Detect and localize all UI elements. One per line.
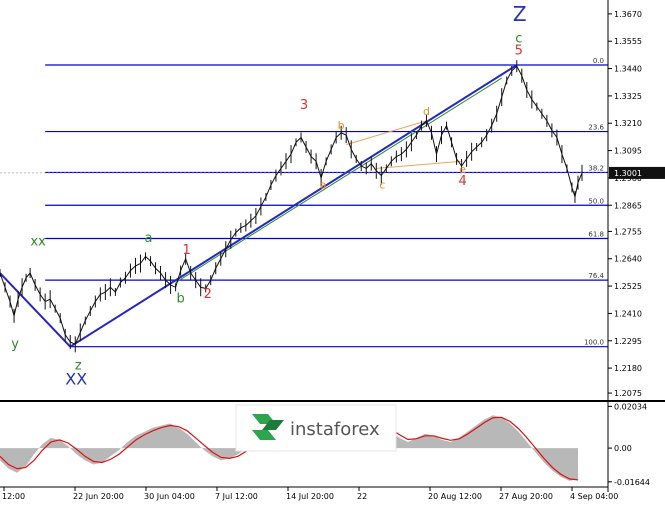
wave-label: d — [423, 105, 430, 118]
wave-label: 3 — [300, 98, 308, 113]
channel-line — [376, 160, 462, 169]
watermark: instaforex — [235, 404, 397, 452]
current-price-box — [609, 166, 665, 179]
time-tick-label: 20 Aug 12:00 — [428, 492, 482, 501]
price-tick-label: 1.2640 — [614, 255, 642, 264]
wave-label: b — [338, 119, 345, 132]
fib-level-label: 76.4 — [588, 272, 604, 280]
fib-level-label: 0.0 — [593, 57, 604, 65]
fib-level-label: 38.2 — [588, 164, 604, 172]
wave-label: a — [145, 231, 153, 246]
time-tick-label: 14 Jul 20:00 — [286, 492, 334, 501]
price-tick-label: 1.3670 — [614, 10, 642, 19]
channel-line — [346, 120, 427, 146]
instaforex-logo-icon — [252, 414, 284, 440]
price-tick-label: 1.2410 — [614, 309, 642, 318]
wave-label: c — [379, 179, 385, 192]
wave-label: 2 — [204, 287, 212, 302]
osc-tick-label: 0.02034 — [614, 402, 647, 411]
watermark-brand-text: instaforex — [290, 419, 380, 440]
fib-level-label: 100.0 — [584, 339, 604, 347]
time-tick-label: 12:00 — [2, 492, 25, 501]
price-tick-label: 1.2180 — [614, 364, 642, 373]
fib-level-label: 50.0 — [588, 197, 604, 205]
wave-label: e — [459, 163, 466, 176]
trend-line — [69, 64, 518, 348]
price-tick-label: 1.2525 — [614, 282, 642, 291]
trend-line-left — [0, 272, 71, 348]
osc-tick-label: 0.00 — [614, 444, 632, 453]
price-tick-label: 1.3555 — [614, 37, 642, 46]
wave-label: Z — [513, 2, 527, 26]
price-tick-label: 1.3095 — [614, 147, 642, 156]
wave-label: 1 — [183, 243, 191, 258]
fib-level-label: 23.6 — [588, 124, 604, 132]
price-tick-label: 1.2295 — [614, 337, 642, 346]
wave-label: XX — [65, 370, 87, 389]
wave-label: c — [515, 31, 522, 46]
channel-line — [175, 77, 502, 283]
time-tick-label: 22 — [357, 492, 367, 501]
current-price-label: 1.3001 — [614, 169, 642, 178]
time-tick-label: 30 Jun 04:00 — [144, 492, 195, 501]
price-tick-label: 1.3325 — [614, 92, 642, 101]
price-tick-label: 1.2075 — [614, 389, 642, 398]
price-tick-label: 1.3210 — [614, 119, 642, 128]
price-tick-label: 1.2865 — [614, 201, 642, 210]
price-tick-label: 1.2755 — [614, 227, 642, 236]
price-tick-label: 1.3440 — [614, 65, 642, 74]
fib-level-label: 61.8 — [588, 231, 604, 239]
wave-label: a — [320, 179, 327, 192]
time-tick-label: 7 Jul 12:00 — [215, 492, 258, 501]
wave-label: 4 — [458, 174, 466, 189]
wave-label: y — [11, 337, 19, 352]
osc-tick-label: -0.01644 — [614, 478, 650, 487]
time-tick-label: 27 Aug 20:00 — [499, 492, 553, 501]
wave-label: 5 — [515, 43, 523, 58]
wave-label: xx — [30, 235, 46, 250]
time-tick-label: 22 Jun 20:00 — [73, 492, 124, 501]
time-tick-label: 4 Sep 04:00 — [570, 492, 618, 501]
wave-label: b — [176, 292, 184, 307]
wave-label: z — [75, 358, 82, 373]
